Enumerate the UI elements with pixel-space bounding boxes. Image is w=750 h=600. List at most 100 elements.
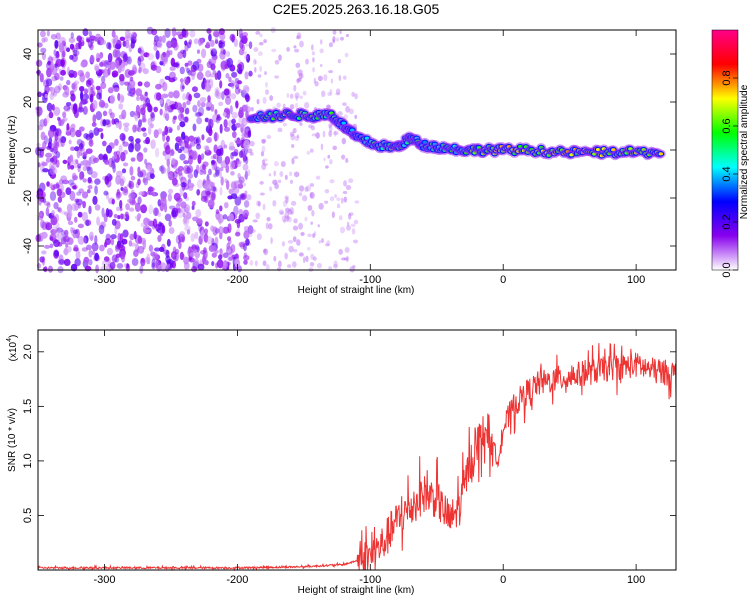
noise-speckle — [120, 186, 124, 192]
noise-speckle — [74, 258, 81, 267]
noise-speckle — [68, 139, 72, 145]
noise-speckle — [161, 35, 166, 44]
noise-speckle — [244, 55, 249, 60]
noise-speckle — [348, 108, 354, 115]
noise-speckle — [73, 80, 80, 85]
y-axis-top: -40 -20 0 20 40 — [22, 48, 676, 254]
noise-speckle — [235, 139, 242, 144]
noise-speckle — [36, 142, 41, 148]
noise-speckle — [70, 32, 74, 39]
noise-speckle — [340, 257, 347, 261]
noise-speckle — [55, 151, 61, 159]
noise-speckle — [307, 233, 312, 237]
noise-speckle — [135, 243, 140, 252]
noise-speckle — [54, 39, 59, 49]
noise-speckle — [119, 133, 126, 141]
noise-speckle — [165, 113, 170, 121]
noise-speckle — [199, 250, 207, 255]
noise-speckle — [166, 263, 171, 268]
noise-speckle — [72, 184, 78, 190]
noise-speckle — [155, 262, 162, 272]
noise-speckle — [245, 53, 251, 63]
noise-speckle — [130, 40, 135, 49]
noise-speckle — [56, 188, 62, 197]
noise-speckle — [50, 215, 58, 226]
noise-speckle — [289, 104, 295, 110]
noise-speckle — [132, 124, 137, 133]
noise-speckle — [210, 104, 215, 112]
noise-speckle — [221, 91, 225, 101]
noise-speckle — [112, 163, 116, 174]
noise-speckle — [245, 238, 250, 246]
noise-speckle — [45, 207, 50, 217]
noise-speckle — [182, 49, 187, 59]
noise-speckle — [233, 38, 239, 48]
noise-speckle — [88, 231, 94, 241]
noise-speckle — [327, 91, 332, 97]
noise-speckle — [55, 52, 60, 59]
noise-speckle — [96, 92, 102, 100]
noise-speckle — [85, 219, 90, 227]
noise-speckle — [265, 81, 269, 88]
noise-speckle — [209, 73, 216, 78]
noise-speckle — [162, 132, 166, 142]
noise-speckle — [212, 30, 220, 38]
noise-speckle — [239, 39, 244, 50]
noise-speckle — [140, 257, 146, 267]
noise-speckle — [197, 263, 205, 271]
noise-speckle — [88, 205, 92, 215]
noise-speckle — [338, 215, 343, 221]
noise-speckle — [315, 132, 321, 139]
noise-speckle — [323, 74, 328, 81]
noise-speckle — [191, 150, 198, 161]
noise-speckle — [183, 160, 189, 165]
noise-speckle — [244, 86, 250, 91]
noise-speckle — [109, 261, 116, 270]
noise-speckle — [273, 170, 276, 177]
noise-speckle — [259, 33, 263, 38]
noise-speckle — [115, 174, 121, 185]
noise-speckle — [354, 200, 360, 204]
noise-speckle — [340, 197, 344, 204]
noise-speckle — [324, 243, 330, 247]
noise-speckle — [190, 233, 195, 243]
noise-speckle — [186, 164, 194, 174]
noise-speckle — [54, 250, 60, 257]
noise-speckle — [231, 151, 238, 157]
noise-speckle — [134, 215, 141, 220]
noise-speckle — [231, 118, 236, 125]
noise-speckle — [218, 168, 222, 179]
noise-speckle — [133, 249, 139, 257]
noise-speckle — [128, 207, 135, 212]
noise-speckle — [49, 147, 54, 152]
noise-speckle — [283, 219, 286, 224]
noise-speckle — [82, 159, 88, 166]
noise-speckle — [135, 88, 143, 97]
noise-speckle — [75, 250, 81, 260]
noise-speckle — [97, 128, 104, 133]
noise-speckle — [242, 84, 250, 94]
noise-speckle — [179, 153, 186, 161]
noise-speckle — [155, 92, 162, 101]
noise-speckle — [84, 219, 92, 226]
noise-speckle — [299, 95, 303, 100]
noise-speckle — [46, 102, 53, 112]
noise-speckle — [250, 229, 256, 233]
noise-speckle — [219, 32, 226, 41]
noise-speckle — [244, 174, 248, 178]
noise-speckle — [224, 155, 231, 165]
noise-speckle — [226, 242, 231, 250]
noise-speckle — [50, 33, 57, 40]
noise-speckle — [175, 234, 181, 244]
noise-speckle — [161, 224, 166, 234]
noise-speckle — [103, 213, 108, 223]
noise-speckle — [258, 41, 264, 46]
noise-speckle — [162, 81, 168, 92]
noise-speckle — [307, 204, 313, 212]
noise-speckle — [328, 123, 332, 129]
noise-speckle — [77, 163, 82, 169]
noise-speckle — [225, 73, 230, 79]
noise-speckle — [94, 252, 100, 262]
noise-speckle — [175, 168, 180, 175]
noise-speckle — [113, 151, 117, 160]
